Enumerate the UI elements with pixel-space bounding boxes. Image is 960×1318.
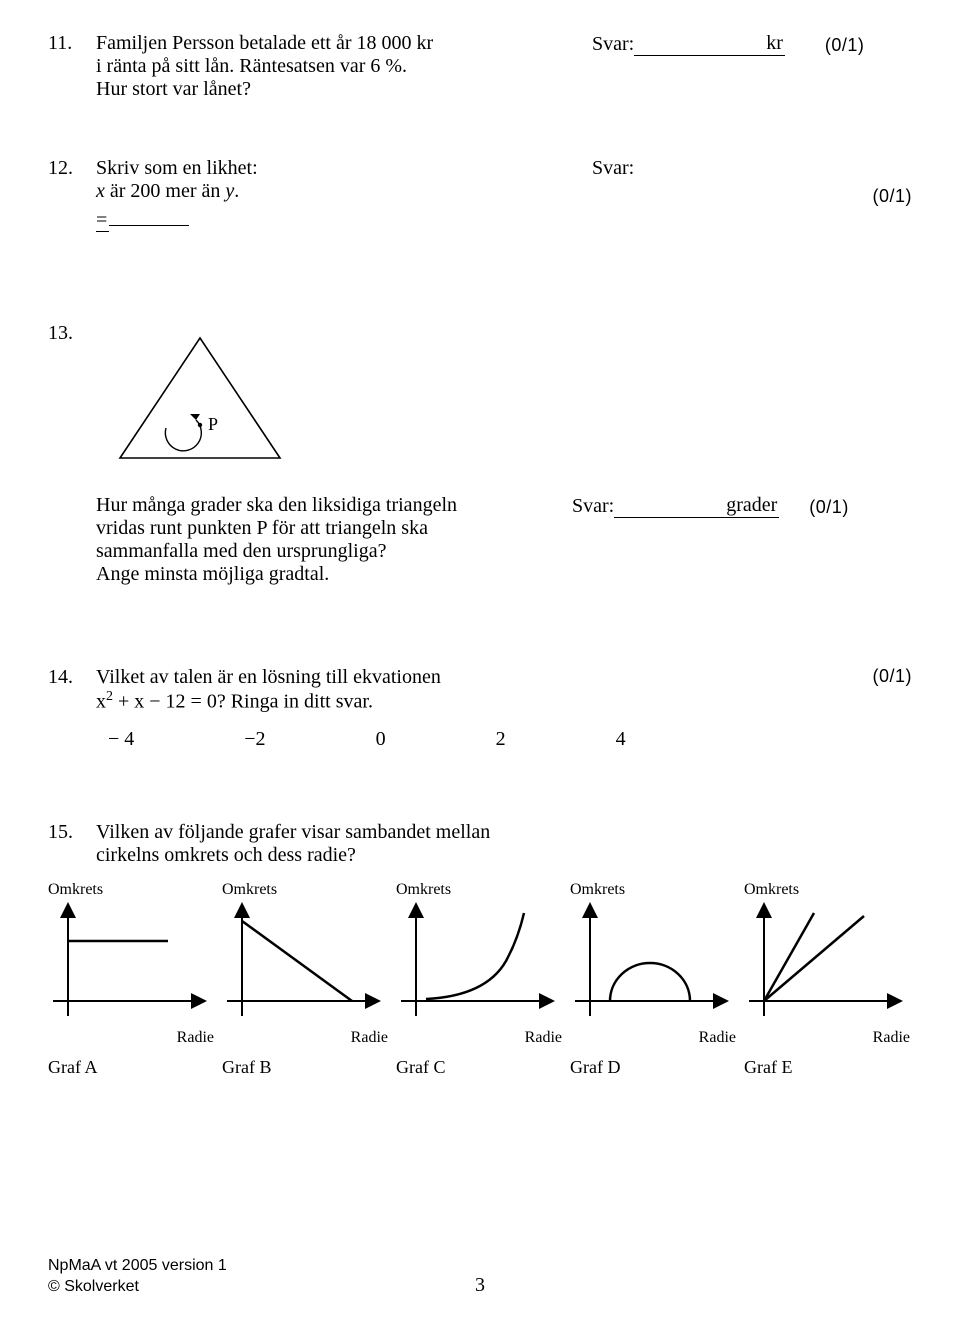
q12-equation-blank[interactable] — [109, 203, 189, 226]
q13-answer-blank[interactable] — [614, 495, 724, 518]
q12-line2: x är 200 mer än y. — [96, 180, 516, 203]
graph-a-name: Graf A — [48, 1057, 97, 1078]
q14-line1: Vilket av talen är en lösning till ekvat… — [96, 666, 716, 689]
q14-choice-0[interactable]: 0 — [376, 728, 386, 751]
q13-line3: sammanfalla med den ursprungliga? — [96, 540, 536, 563]
q11-answer-blank[interactable] — [634, 33, 764, 56]
graph-d-xlabel: Radie — [699, 1029, 736, 1047]
q11-unit: kr — [764, 32, 785, 56]
question-12: 12. Skriv som en likhet: x är 200 mer än… — [48, 157, 912, 232]
q14-score: (0/1) — [872, 666, 912, 687]
graph-d-ylabel: Omkrets — [570, 881, 625, 899]
q14-choice-2[interactable]: 2 — [496, 728, 506, 751]
q12-line1: Skriv som en likhet: — [96, 157, 516, 180]
page-number: 3 — [475, 1272, 485, 1298]
svg-text:P: P — [208, 414, 218, 434]
page-footer: NpMaA vt 2005 version 1 © Skolverket 3 — [48, 1256, 912, 1298]
graph-e-ylabel: Omkrets — [744, 881, 799, 899]
graph-a[interactable]: Omkrets Radie Graf A — [48, 881, 216, 1078]
q14-choice-neg4[interactable]: − 4 — [108, 728, 134, 751]
q11-svar-label: Svar: — [592, 33, 634, 56]
q12-score: (0/1) — [872, 186, 912, 207]
q14-choice-4[interactable]: 4 — [616, 728, 626, 751]
q12-svar-label: Svar: — [592, 157, 634, 180]
graph-b-ylabel: Omkrets — [222, 881, 277, 899]
q11-number: 11. — [48, 32, 96, 55]
graph-d-name: Graf D — [570, 1057, 620, 1078]
graph-e-xlabel: Radie — [873, 1029, 910, 1047]
q13-line4: Ange minsta möjliga gradtal. — [96, 563, 536, 586]
q12-number: 12. — [48, 157, 96, 180]
q13-line1: Hur många grader ska den liksidiga trian… — [96, 494, 536, 517]
q13-score: (0/1) — [809, 497, 849, 518]
q14-choice-neg2[interactable]: −2 — [244, 728, 265, 751]
graph-c-name: Graf C — [396, 1057, 445, 1078]
q12-eq-line: = — [96, 203, 516, 232]
q15-line2: cirkelns omkrets och dess radie? — [96, 844, 912, 867]
triangle-figure: P — [100, 330, 912, 476]
q14-number: 14. — [48, 666, 96, 689]
q11-score: (0/1) — [825, 35, 865, 56]
q13-unit: grader — [724, 494, 779, 518]
q15-graphs: Omkrets Radie Graf A Omkrets Radie Graf … — [48, 881, 912, 1078]
q15-line1: Vilken av följande grafer visar sambande… — [96, 821, 912, 844]
q14-equation: x2 + x − 12 = 0? Ringa in ditt svar. — [96, 689, 716, 714]
graph-e[interactable]: Omkrets Radie Graf E — [744, 881, 912, 1078]
q15-number: 15. — [48, 821, 96, 844]
graph-d[interactable]: Omkrets Radie Graf D — [570, 881, 738, 1078]
question-14: 14. Vilket av talen är en lösning till e… — [48, 666, 912, 751]
q11-line2: i ränta på sitt lån. Räntesatsen var 6 %… — [96, 55, 516, 78]
graph-e-name: Graf E — [744, 1057, 792, 1078]
q14-choices: − 4 −2 0 2 4 — [96, 728, 912, 751]
graph-c[interactable]: Omkrets Radie Graf C — [396, 881, 564, 1078]
graph-a-ylabel: Omkrets — [48, 881, 103, 899]
graph-c-xlabel: Radie — [525, 1029, 562, 1047]
q13-line2: vridas runt punkten P för att triangeln … — [96, 517, 536, 540]
q13-svar-label: Svar: — [572, 495, 614, 518]
question-15: 15. Vilken av följande grafer visar samb… — [48, 821, 912, 867]
q13-number: 13. — [48, 322, 96, 345]
graph-c-ylabel: Omkrets — [396, 881, 451, 899]
question-11: 11. Familjen Persson betalade ett år 18 … — [48, 32, 912, 101]
graph-b-name: Graf B — [222, 1057, 271, 1078]
question-13: 13. P Hur många grader ska den liksidiga… — [48, 322, 912, 586]
graph-b[interactable]: Omkrets Radie Graf B — [222, 881, 390, 1078]
q11-line3: Hur stort var lånet? — [96, 78, 251, 101]
graph-a-xlabel: Radie — [177, 1029, 214, 1047]
graph-b-xlabel: Radie — [351, 1029, 388, 1047]
q11-line1: Familjen Persson betalade ett år 18 000 … — [96, 32, 516, 55]
